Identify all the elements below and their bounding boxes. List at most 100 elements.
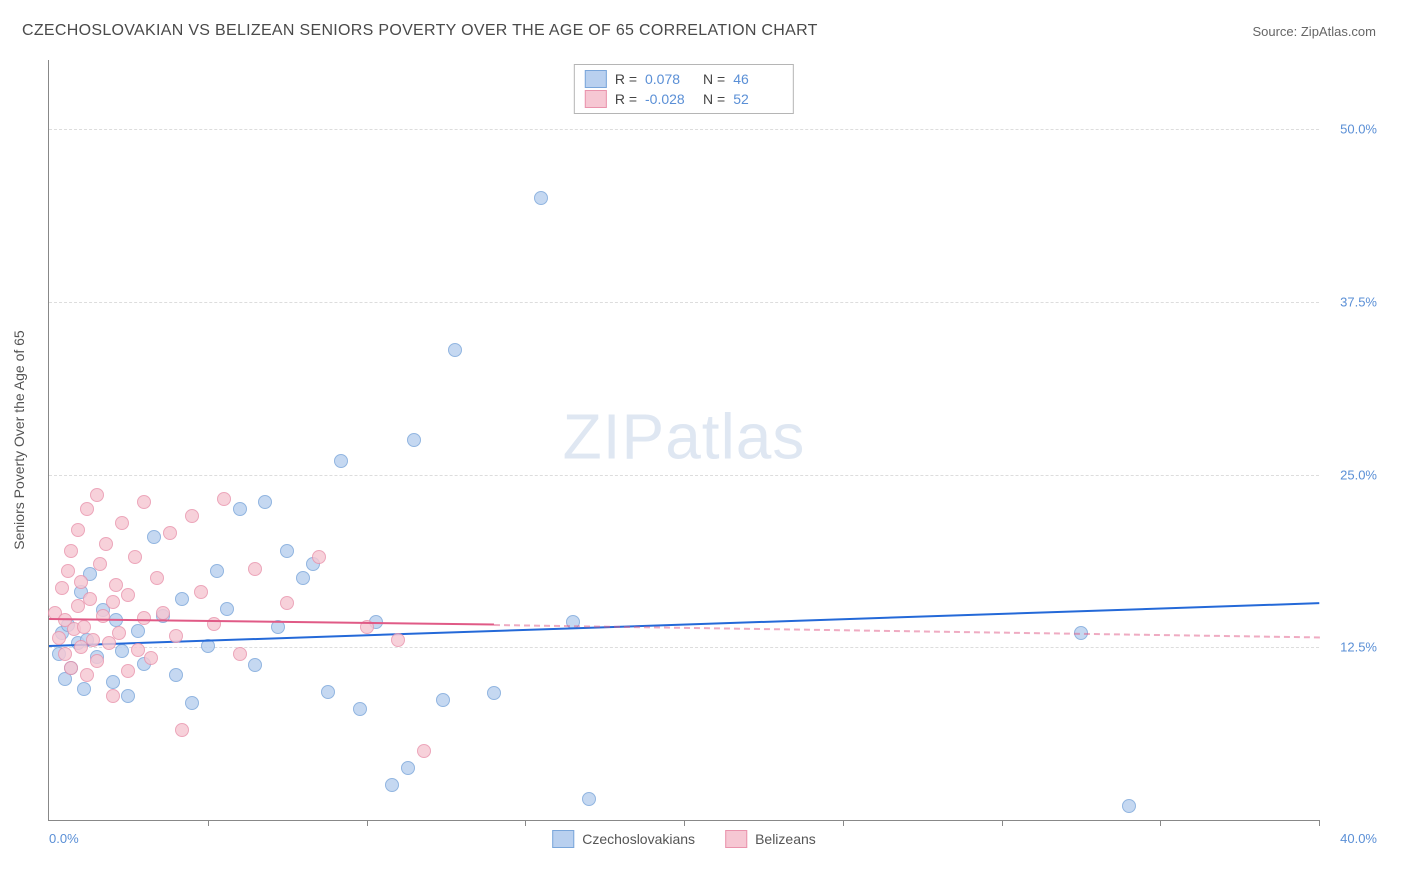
- legend-swatch: [725, 830, 747, 848]
- data-point: [321, 685, 335, 699]
- source-link[interactable]: ZipAtlas.com: [1301, 24, 1376, 39]
- data-point: [112, 626, 126, 640]
- legend-item: Czechoslovakians: [552, 830, 695, 848]
- data-point: [391, 633, 405, 647]
- x-tick-mark: [367, 820, 368, 826]
- y-tick-label: 37.5%: [1340, 294, 1377, 309]
- data-point: [52, 631, 66, 645]
- data-point: [207, 617, 221, 631]
- data-point: [1122, 799, 1136, 813]
- data-point: [248, 658, 262, 672]
- data-point: [115, 644, 129, 658]
- gridline: [49, 302, 1319, 303]
- data-point: [436, 693, 450, 707]
- data-point: [163, 526, 177, 540]
- n-value: 52: [733, 91, 783, 107]
- data-point: [115, 516, 129, 530]
- source-attribution: Source: ZipAtlas.com: [1252, 24, 1376, 39]
- data-point: [71, 523, 85, 537]
- legend-item: Belizeans: [725, 830, 816, 848]
- data-point: [64, 544, 78, 558]
- stat-label: N =: [703, 71, 725, 87]
- x-tick-mark: [684, 820, 685, 826]
- x-axis-max-label: 40.0%: [1340, 831, 1377, 846]
- data-point: [169, 668, 183, 682]
- data-point: [185, 696, 199, 710]
- data-point: [385, 778, 399, 792]
- x-axis-min-label: 0.0%: [49, 831, 79, 846]
- data-point: [233, 647, 247, 661]
- y-tick-label: 25.0%: [1340, 467, 1377, 482]
- data-point: [169, 629, 183, 643]
- series-swatch: [585, 90, 607, 108]
- x-tick-mark: [525, 820, 526, 826]
- data-point: [220, 602, 234, 616]
- data-point: [99, 537, 113, 551]
- data-point: [106, 595, 120, 609]
- correlation-stats-box: R = 0.078 N = 46 R = -0.028 N = 52: [574, 64, 794, 114]
- x-tick-mark: [1160, 820, 1161, 826]
- data-point: [109, 578, 123, 592]
- data-point: [121, 689, 135, 703]
- data-point: [106, 689, 120, 703]
- data-point: [86, 633, 100, 647]
- gridline: [49, 475, 1319, 476]
- data-point: [71, 599, 85, 613]
- data-point: [175, 592, 189, 606]
- data-point: [534, 191, 548, 205]
- data-point: [448, 343, 462, 357]
- y-axis-label: Seniors Poverty Over the Age of 65: [11, 330, 27, 549]
- data-point: [210, 564, 224, 578]
- chart-title: CZECHOSLOVAKIAN VS BELIZEAN SENIORS POVE…: [22, 22, 818, 40]
- data-point: [144, 651, 158, 665]
- data-point: [582, 792, 596, 806]
- stat-label: R =: [615, 71, 637, 87]
- source-label: Source:: [1252, 24, 1300, 39]
- data-point: [74, 640, 88, 654]
- data-point: [401, 761, 415, 775]
- data-point: [258, 495, 272, 509]
- data-point: [334, 454, 348, 468]
- data-point: [90, 488, 104, 502]
- trend-line: [493, 624, 1319, 638]
- trend-line: [49, 602, 1319, 647]
- data-point: [93, 557, 107, 571]
- data-point: [175, 723, 189, 737]
- data-point: [77, 682, 91, 696]
- data-point: [296, 571, 310, 585]
- data-point: [128, 550, 142, 564]
- gridline: [49, 129, 1319, 130]
- data-point: [106, 675, 120, 689]
- y-tick-label: 50.0%: [1340, 122, 1377, 137]
- data-point: [58, 647, 72, 661]
- data-point: [353, 702, 367, 716]
- stat-label: N =: [703, 91, 725, 107]
- data-point: [74, 575, 88, 589]
- data-point: [407, 433, 421, 447]
- data-point: [121, 588, 135, 602]
- r-value: 0.078: [645, 71, 695, 87]
- data-point: [131, 643, 145, 657]
- legend-swatch: [552, 830, 574, 848]
- x-tick-mark: [208, 820, 209, 826]
- watermark-atlas: atlas: [665, 400, 805, 472]
- r-value: -0.028: [645, 91, 695, 107]
- data-point: [156, 606, 170, 620]
- data-point: [185, 509, 199, 523]
- data-point: [77, 620, 91, 634]
- data-point: [137, 495, 151, 509]
- x-tick-mark: [843, 820, 844, 826]
- series-swatch: [585, 70, 607, 88]
- n-value: 46: [733, 71, 783, 87]
- stats-row: R = -0.028 N = 52: [585, 89, 783, 109]
- data-point: [80, 668, 94, 682]
- data-point: [121, 664, 135, 678]
- x-tick-mark: [1002, 820, 1003, 826]
- data-point: [194, 585, 208, 599]
- stat-label: R =: [615, 91, 637, 107]
- data-point: [131, 624, 145, 638]
- legend-label: Czechoslovakians: [582, 831, 695, 847]
- data-point: [417, 744, 431, 758]
- data-point: [280, 596, 294, 610]
- legend: Czechoslovakians Belizeans: [552, 830, 816, 848]
